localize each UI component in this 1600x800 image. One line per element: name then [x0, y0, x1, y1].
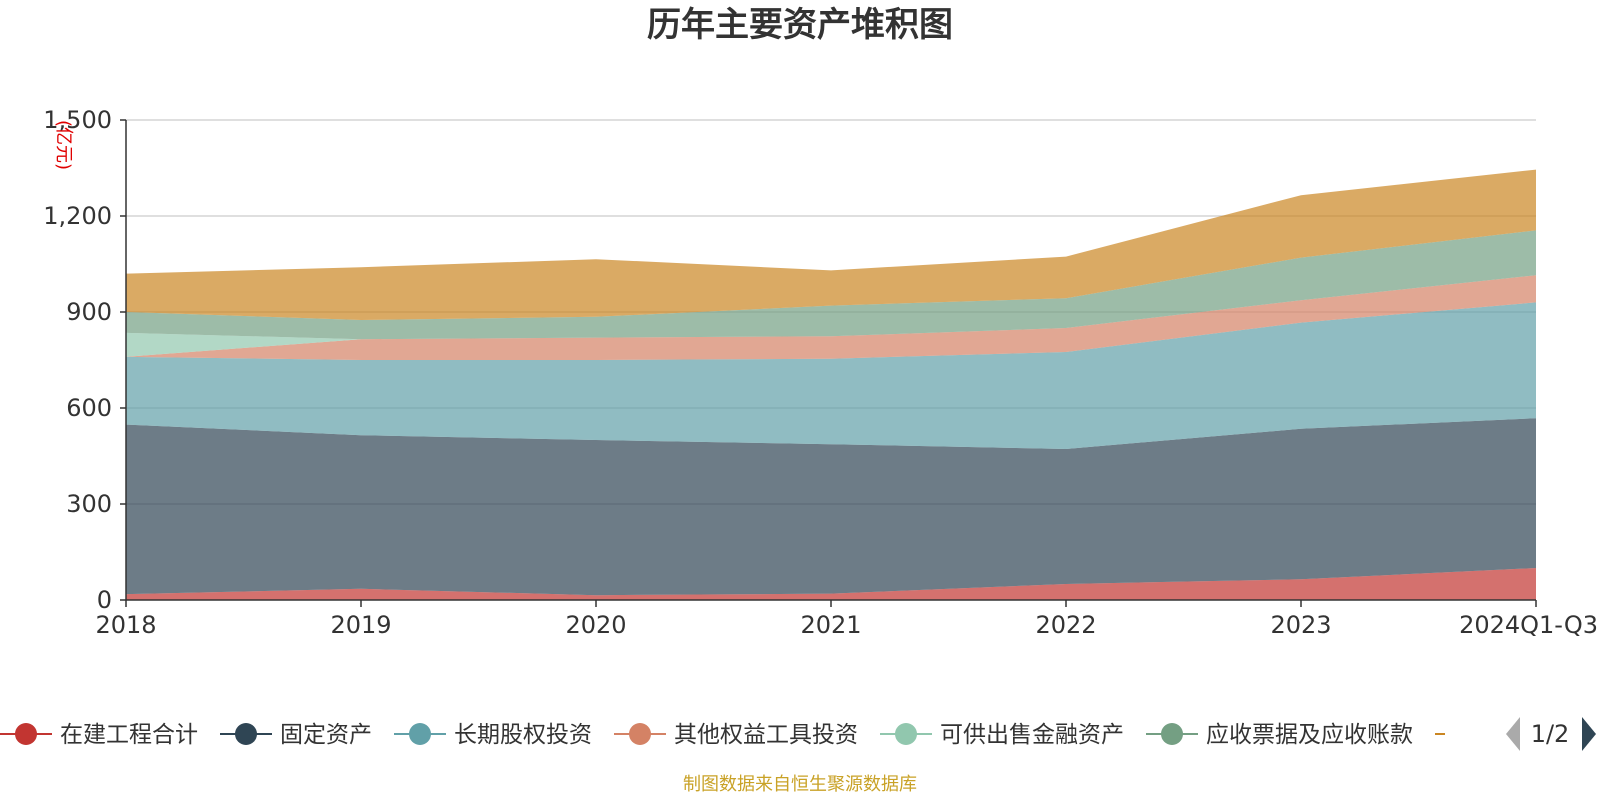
legend-item[interactable]: 固定资产: [220, 722, 372, 748]
y-axis-unit-label: (亿元): [53, 120, 74, 170]
x-tick-label: 2024Q1-Q3: [1459, 611, 1598, 639]
legend-item[interactable]: 可供出售金融资产: [880, 722, 1124, 748]
area-series-应收票据及应收账款[interactable]: [126, 230, 1536, 340]
legend-marker-icon: [1161, 723, 1183, 745]
x-tick-label: 2020: [565, 611, 626, 639]
legend-marker-icon: [15, 723, 37, 745]
legend-next-arrow-icon[interactable]: [1582, 717, 1596, 751]
y-tick-label: 600: [66, 394, 112, 422]
legend-marker-icon: [409, 723, 431, 745]
y-tick-label: 900: [66, 298, 112, 326]
legend-item[interactable]: 长期股权投资: [394, 722, 592, 748]
legend-prev-arrow-icon[interactable]: [1506, 717, 1520, 751]
area-series-固定资产[interactable]: [126, 418, 1536, 596]
area-series-group: [126, 169, 1536, 600]
area-series-其他权益工具投资[interactable]: [126, 275, 1536, 360]
legend: 在建工程合计 固定资产 长期股权投资 其他权益工具投资 可供出售金融资产 应收票据及应收账…: [0, 722, 1445, 748]
y-tick-label: 300: [66, 490, 112, 518]
chart-title: 历年主要资产堆积图: [647, 5, 953, 45]
legend-marker-icon: [895, 723, 917, 745]
legend-label: 固定资产: [280, 722, 372, 748]
legend-page-indicator: 1/2: [1531, 720, 1570, 748]
x-tick-label: 2023: [1270, 611, 1331, 639]
legend-label: 其他权益工具投资: [674, 722, 858, 748]
legend-item[interactable]: 应收票据及应收账款: [1146, 722, 1413, 748]
x-tick-label: 2019: [330, 611, 391, 639]
x-tick-label: 2021: [800, 611, 861, 639]
legend-label: 长期股权投资: [454, 722, 592, 748]
data-source-note: 制图数据来自恒生聚源数据库: [683, 774, 917, 795]
area-series-unnamed[interactable]: [126, 169, 1536, 320]
y-tick-label: 0: [97, 586, 112, 614]
x-tick-label: 2018: [95, 611, 156, 639]
legend-marker-icon: [629, 723, 651, 745]
area-series-长期股权投资[interactable]: [126, 302, 1536, 449]
legend-item[interactable]: 其他权益工具投资: [614, 722, 858, 748]
legend-marker-icon: [235, 723, 257, 745]
y-tick-label: 1,200: [43, 202, 112, 230]
legend-label: 应收票据及应收账款: [1206, 722, 1413, 748]
x-tick-label: 2022: [1035, 611, 1096, 639]
legend-pager: 1/2: [1506, 717, 1596, 751]
y-tick-label: 1,500: [43, 106, 112, 134]
legend-item[interactable]: 在建工程合计: [0, 722, 198, 748]
axes: 0 300 600 900 1,200 1,500 2018 2019 2020 2021 2022…: [43, 106, 1598, 639]
legend-label: 在建工程合计: [60, 722, 198, 748]
legend-label: 可供出售金融资产: [940, 722, 1124, 748]
